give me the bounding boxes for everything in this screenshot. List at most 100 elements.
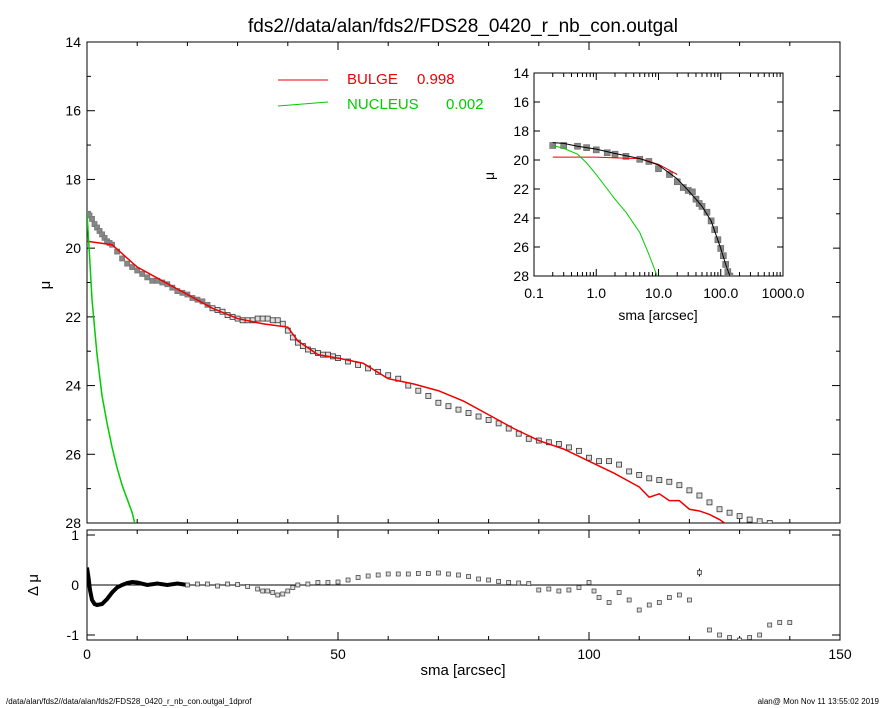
main-data-point xyxy=(566,444,572,451)
legend-nucleus-label: NUCLEUS xyxy=(347,96,419,113)
main-x-ticks xyxy=(86,42,841,523)
residual-point xyxy=(757,632,763,638)
inset-x-tick-label: 0.1 xyxy=(524,285,544,301)
main-data-point xyxy=(656,477,663,483)
legend-nucleus-swatch xyxy=(277,101,329,107)
residual-point xyxy=(606,600,612,605)
main-data-point xyxy=(124,260,131,267)
residual-point xyxy=(195,581,200,587)
residual-point xyxy=(516,580,522,586)
residual-point xyxy=(375,572,381,578)
residual-point xyxy=(717,632,722,638)
main-data-point xyxy=(736,513,743,520)
residual-point xyxy=(466,574,471,579)
residual-point xyxy=(526,581,532,586)
inset-x-tick-label: 100.0 xyxy=(703,285,738,301)
legend-bulge-value: 0.998 xyxy=(417,71,455,88)
main-y-tick-label: 28 xyxy=(65,515,81,531)
main-nucleus-curve xyxy=(87,213,136,523)
residual-point xyxy=(335,579,341,585)
residual-point xyxy=(687,597,692,603)
main-data-point xyxy=(254,315,261,322)
residual-point xyxy=(225,581,230,587)
main-data-point xyxy=(445,403,452,410)
main-data-point xyxy=(716,506,723,513)
residual-point xyxy=(767,622,773,628)
main-y-axis-label: μ xyxy=(37,281,54,290)
residual-point xyxy=(727,635,732,640)
residual-y-axis-label: Δ μ xyxy=(25,574,42,596)
residual-point xyxy=(315,580,321,585)
main-y-tick-label: 18 xyxy=(65,171,81,187)
main-data-point xyxy=(425,392,432,399)
chart-title: fds2//data/alan/fds2/FDS28_0420_r_nb_con… xyxy=(248,16,678,37)
residual-point xyxy=(747,635,752,640)
residual-point xyxy=(496,579,501,584)
main-data-point xyxy=(777,524,782,529)
residual-point xyxy=(270,590,276,595)
main-data-point xyxy=(746,516,753,523)
inset-x-tick-label: 1000.0 xyxy=(762,285,805,301)
inset-data-point xyxy=(689,188,696,196)
residual-point xyxy=(586,580,592,585)
main-data-point xyxy=(626,468,633,475)
x-tick-label: 50 xyxy=(330,646,346,662)
residual-x-ticks: 0 50 100 150 xyxy=(83,530,852,662)
residual-point xyxy=(290,585,296,590)
residual-point xyxy=(260,588,266,594)
inset-model-curve xyxy=(552,142,731,276)
residual-point xyxy=(506,580,512,585)
residual-point xyxy=(245,584,250,589)
residual-point xyxy=(777,620,783,625)
main-panel: 14 16 18 20 22 24 26 28 μ BULGE 0.998 NUCLEUS 0… xyxy=(37,34,841,531)
residual-point xyxy=(616,590,622,595)
residual-point xyxy=(456,572,461,578)
main-data-point xyxy=(455,406,462,413)
inset-y-tick-label: 28 xyxy=(513,268,529,284)
main-data-point xyxy=(385,372,392,379)
main-data-point xyxy=(144,274,151,281)
main-data-point xyxy=(485,417,492,423)
residual-panel: -101 0 50 100 150 Δ μ sma [arcsec] xyxy=(25,527,852,679)
inset-data-point xyxy=(655,165,662,172)
residual-point xyxy=(636,607,642,613)
residual-point xyxy=(737,637,742,640)
residual-point xyxy=(355,575,361,580)
main-y-tick-label: 24 xyxy=(65,378,81,394)
residual-point xyxy=(235,582,240,587)
main-data-point xyxy=(696,492,703,499)
main-data-point xyxy=(586,454,592,461)
main-data-point xyxy=(139,271,146,277)
residual-y-tick-label: 0 xyxy=(71,577,79,593)
residual-point xyxy=(476,576,481,582)
main-data-point xyxy=(676,482,683,489)
residual-point xyxy=(205,581,210,587)
residual-point xyxy=(345,577,351,583)
residual-point xyxy=(446,571,451,577)
residual-point xyxy=(486,577,491,583)
main-data-point xyxy=(756,518,763,523)
main-data-point xyxy=(766,520,773,523)
main-data-point xyxy=(646,475,653,482)
residual-point xyxy=(707,627,712,633)
residual-black-curve xyxy=(87,567,188,608)
residual-point xyxy=(566,587,572,593)
inset-y-tick-label: 26 xyxy=(513,239,529,255)
inset-y-axis-label: μ xyxy=(481,172,497,180)
main-data-point xyxy=(129,264,136,270)
x-tick-label: 0 xyxy=(83,646,91,662)
main-data-point xyxy=(636,471,643,478)
main-data-point xyxy=(415,387,422,394)
inset-y-ticks: 14 16 18 20 22 24 26 28 xyxy=(513,65,783,284)
main-data-point xyxy=(259,315,266,322)
residual-point xyxy=(576,585,582,590)
residual-point xyxy=(536,587,542,593)
inset-data-point xyxy=(703,208,711,216)
residual-point xyxy=(436,570,441,576)
residual-point xyxy=(591,588,597,594)
main-data-point xyxy=(706,499,713,506)
main-bulge-curve xyxy=(87,240,725,523)
residual-point xyxy=(185,582,190,588)
inset-bulge-curve xyxy=(552,156,678,175)
